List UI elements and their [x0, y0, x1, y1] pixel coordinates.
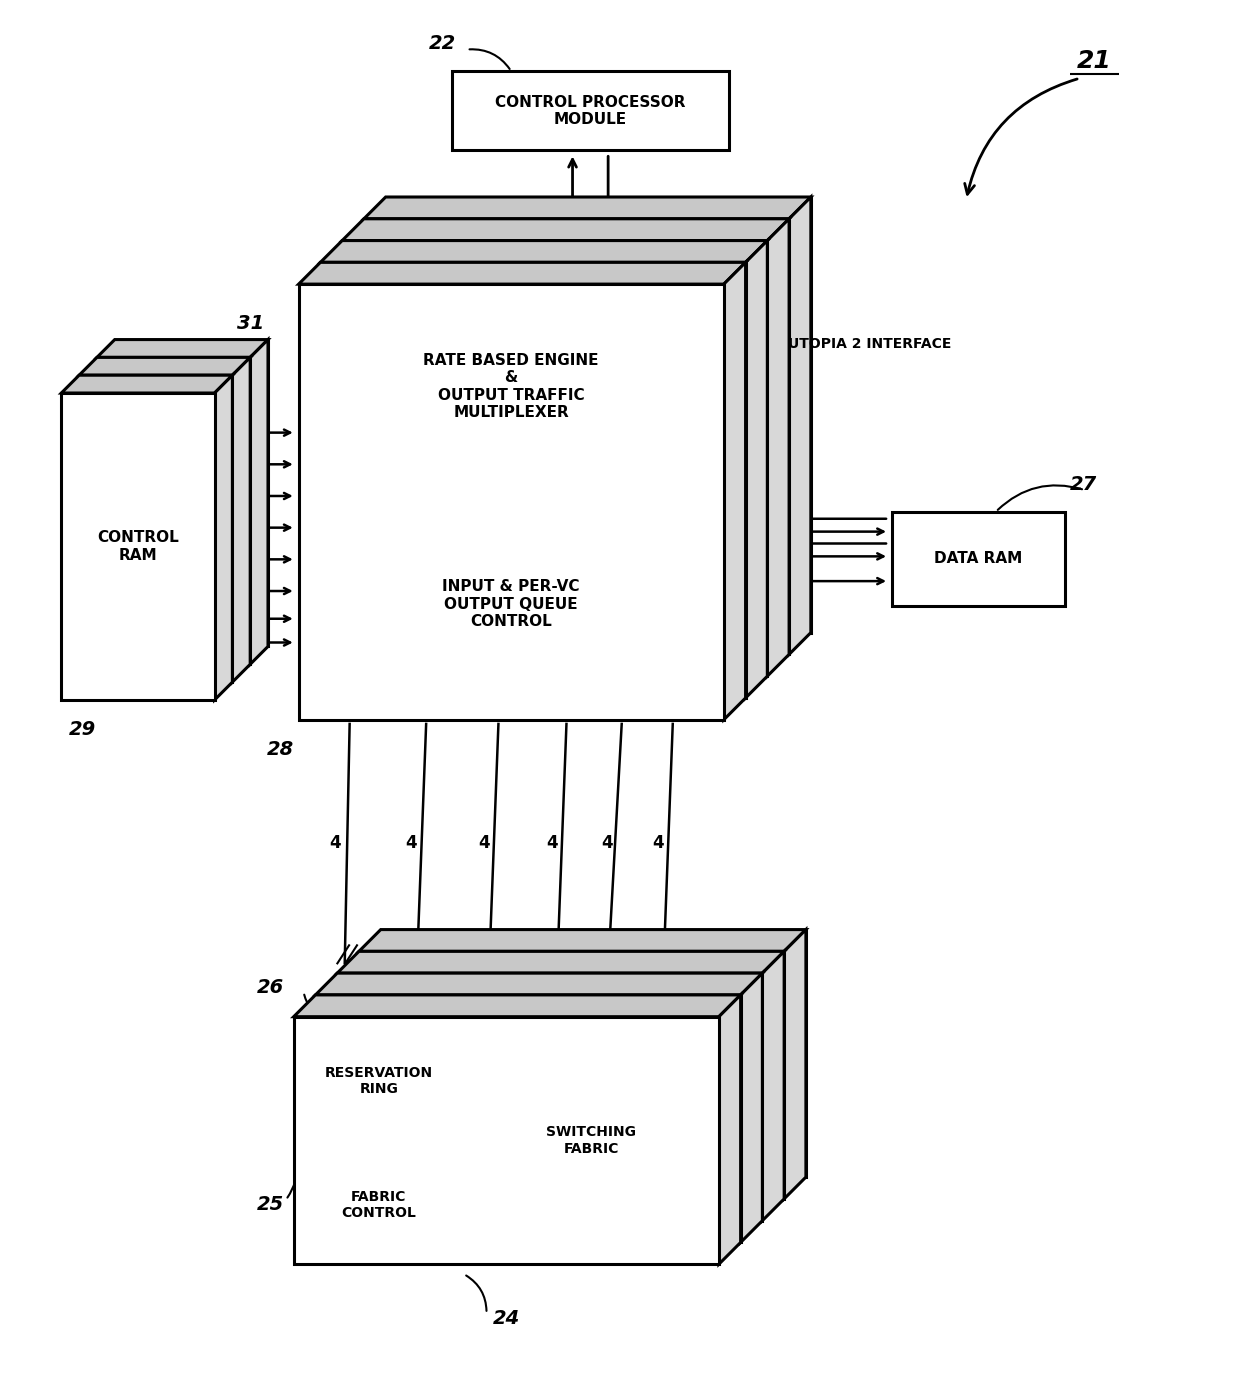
Text: INPUT & PER-VC
OUTPUT QUEUE
CONTROL: INPUT & PER-VC OUTPUT QUEUE CONTROL — [443, 579, 580, 629]
Text: 29: 29 — [69, 721, 97, 739]
Text: 25: 25 — [257, 1195, 284, 1214]
Bar — [115, 340, 268, 646]
Text: 4: 4 — [405, 834, 417, 852]
Bar — [61, 393, 215, 700]
Text: 4: 4 — [546, 834, 558, 852]
Text: RESERVATION
RING: RESERVATION RING — [325, 1066, 433, 1097]
Polygon shape — [232, 357, 250, 682]
Bar — [337, 974, 763, 1221]
Bar — [892, 512, 1065, 606]
Text: 28: 28 — [267, 740, 294, 759]
Polygon shape — [97, 340, 268, 357]
Text: CONTROL PROCESSOR
MODULE: CONTROL PROCESSOR MODULE — [495, 94, 686, 127]
Polygon shape — [315, 974, 763, 994]
Bar — [358, 952, 784, 1199]
Bar — [386, 196, 811, 632]
Text: 4: 4 — [329, 834, 341, 852]
Polygon shape — [320, 241, 768, 263]
Text: CONTROL
RAM: CONTROL RAM — [97, 530, 179, 563]
Text: 4: 4 — [601, 834, 613, 852]
Text: RATE BASED ENGINE
&
OUTPUT TRAFFIC
MULTIPLEXER: RATE BASED ENGINE & OUTPUT TRAFFIC MULTI… — [424, 353, 599, 420]
Polygon shape — [299, 263, 745, 284]
Polygon shape — [342, 219, 789, 241]
Text: 4: 4 — [652, 834, 663, 852]
Polygon shape — [294, 994, 740, 1017]
Text: 31: 31 — [237, 314, 264, 333]
Text: 21: 21 — [1078, 50, 1112, 73]
Polygon shape — [61, 375, 232, 393]
Text: 26: 26 — [257, 978, 284, 997]
Polygon shape — [724, 263, 745, 719]
Polygon shape — [79, 357, 250, 375]
Polygon shape — [358, 929, 806, 952]
Bar — [294, 1017, 719, 1264]
Bar — [315, 994, 740, 1242]
Polygon shape — [740, 974, 763, 1242]
Text: 22: 22 — [428, 35, 455, 53]
Bar — [342, 241, 768, 676]
Polygon shape — [337, 952, 784, 974]
Bar — [363, 219, 789, 654]
Polygon shape — [215, 375, 232, 700]
Text: DATA RAM: DATA RAM — [934, 552, 1023, 567]
Polygon shape — [789, 196, 811, 654]
Text: SWITCHING
FABRIC: SWITCHING FABRIC — [547, 1126, 636, 1156]
Text: FABRIC
CONTROL: FABRIC CONTROL — [341, 1189, 417, 1220]
Polygon shape — [363, 196, 811, 219]
Polygon shape — [784, 929, 806, 1199]
Text: UTOPIA 2 INTERFACE: UTOPIA 2 INTERFACE — [789, 336, 951, 350]
Polygon shape — [768, 219, 789, 676]
Bar — [451, 72, 729, 151]
Polygon shape — [719, 994, 740, 1264]
Bar — [320, 263, 745, 698]
Bar — [97, 357, 250, 664]
Polygon shape — [745, 241, 768, 698]
Text: 24: 24 — [492, 1310, 520, 1328]
Bar — [381, 929, 806, 1177]
Text: 27: 27 — [1070, 474, 1097, 494]
Polygon shape — [763, 952, 784, 1221]
Polygon shape — [250, 340, 268, 664]
Bar — [79, 375, 232, 682]
Text: 4: 4 — [477, 834, 490, 852]
Bar — [299, 284, 724, 719]
